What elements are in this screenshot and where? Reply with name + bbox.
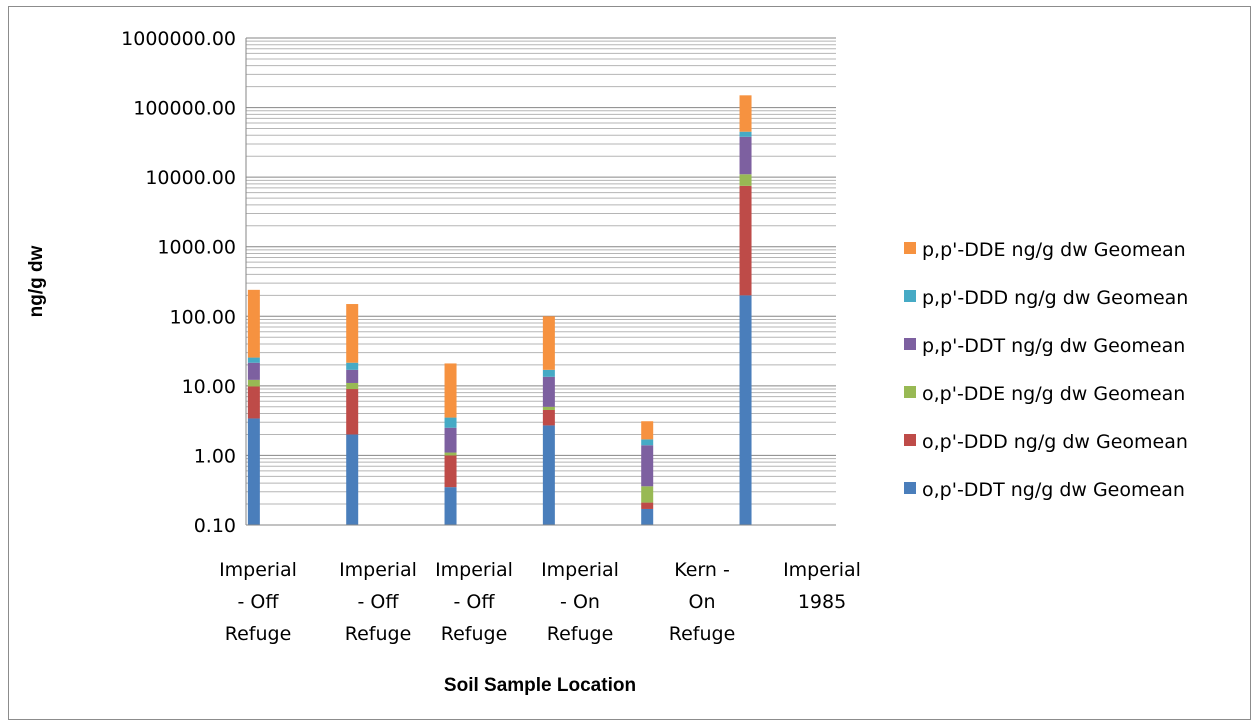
x-category-label: - Off	[358, 591, 400, 613]
legend-label: p,p'-DDD ng/g dw Geomean	[922, 287, 1188, 309]
bar-segment-1	[542, 425, 555, 525]
y-tick-label: 10.00	[182, 376, 236, 398]
bar-segment-4	[739, 136, 752, 175]
x-category-label: Imperial	[541, 559, 619, 581]
bar-segment-5	[247, 357, 260, 363]
bar-segment-3	[641, 486, 654, 503]
bar-segment-6	[346, 304, 359, 363]
bar-segment-4	[247, 362, 260, 380]
bar-segment-6	[444, 363, 457, 418]
bar-segment-1	[444, 487, 457, 525]
x-category-label: - On	[560, 591, 600, 613]
bar-segment-3	[444, 452, 457, 456]
x-axis-title: Soil Sample Location	[444, 675, 636, 696]
x-category-label: Refuge	[225, 623, 292, 645]
bar-segment-4	[444, 427, 457, 453]
y-axis-title: ng/g dw	[26, 245, 47, 317]
bar-segment-1	[346, 434, 359, 525]
bar-segment-6	[542, 316, 555, 370]
x-category-label: 1985	[798, 591, 846, 613]
bar-segment-3	[542, 406, 555, 410]
legend-label: o,p'-DDT ng/g dw Geomean	[922, 479, 1185, 501]
x-category-label: Refuge	[669, 623, 736, 645]
legend-label: p,p'-DDT ng/g dw Geomean	[922, 335, 1185, 357]
x-category-label: On	[689, 591, 716, 613]
x-category-label: Imperial	[219, 559, 297, 581]
bar-segment-6	[739, 95, 752, 132]
y-tick-label: 100.00	[170, 306, 236, 328]
legend-label: o,p'-DDE ng/g dw Geomean	[922, 383, 1185, 405]
legend-label: p,p'-DDE ng/g dw Geomean	[922, 239, 1186, 261]
y-tick-label: 1.00	[194, 445, 236, 467]
x-category-label: Refuge	[345, 623, 412, 645]
bar-segment-2	[346, 389, 359, 435]
y-tick-label: 1000000.00	[121, 28, 236, 50]
x-category-label: Imperial	[339, 559, 417, 581]
bar-segment-6	[641, 421, 654, 440]
y-tick-label: 100000.00	[133, 98, 236, 120]
x-category-label: Refuge	[441, 623, 508, 645]
y-tick-label: 10000.00	[145, 167, 236, 189]
bar-segment-2	[247, 386, 260, 419]
bar-segment-3	[247, 379, 260, 387]
bar-segment-6	[247, 289, 260, 358]
bar-segment-1	[247, 418, 260, 525]
x-category-labels: Imperial - Off Refuge Imperial - Off Refuge Im…	[219, 559, 861, 645]
bar-segment-4	[542, 376, 555, 407]
y-tick-label: 1000.00	[157, 237, 236, 259]
bar-segment-5	[641, 439, 654, 446]
bar-segment-1	[739, 295, 752, 525]
legend-label: o,p'-DDD ng/g dw Geomean	[922, 431, 1188, 453]
x-category-label: Imperial	[435, 559, 513, 581]
bar-segment-4	[641, 445, 654, 487]
y-tick-labels: 0.10 1.00 10.00 100.00 1000.00 10000.00 100000…	[121, 28, 236, 537]
legend: p,p'-DDE ng/g dw Geomean p,p'-DDD ng/g dw…	[904, 239, 1188, 501]
x-category-label: - Off	[238, 591, 280, 613]
legend-swatch	[904, 242, 916, 254]
bar-segment-5	[444, 417, 457, 428]
bar-segment-3	[739, 174, 752, 186]
x-category-label: Imperial	[783, 559, 861, 581]
bar-segment-2	[444, 455, 457, 488]
bar-segment-2	[641, 502, 654, 509]
bar-segment-4	[346, 369, 359, 383]
y-tick-label: 0.10	[194, 515, 236, 537]
legend-swatch	[904, 290, 916, 302]
chart-frame	[8, 6, 1251, 720]
bar-segment-2	[542, 409, 555, 426]
x-category-label: - Off	[454, 591, 496, 613]
bar-segment-3	[346, 382, 359, 390]
bar-segment-2	[739, 185, 752, 296]
bar-segment-5	[739, 131, 752, 137]
x-category-label: Refuge	[547, 623, 614, 645]
bar-segment-5	[542, 369, 555, 377]
x-category-label: Kern -	[674, 559, 730, 581]
bars	[247, 95, 752, 525]
bar-segment-5	[346, 362, 359, 370]
legend-swatch	[904, 338, 916, 350]
legend-swatch	[904, 386, 916, 398]
legend-swatch	[904, 434, 916, 446]
bar-segment-1	[641, 508, 654, 525]
legend-swatch	[904, 482, 916, 494]
